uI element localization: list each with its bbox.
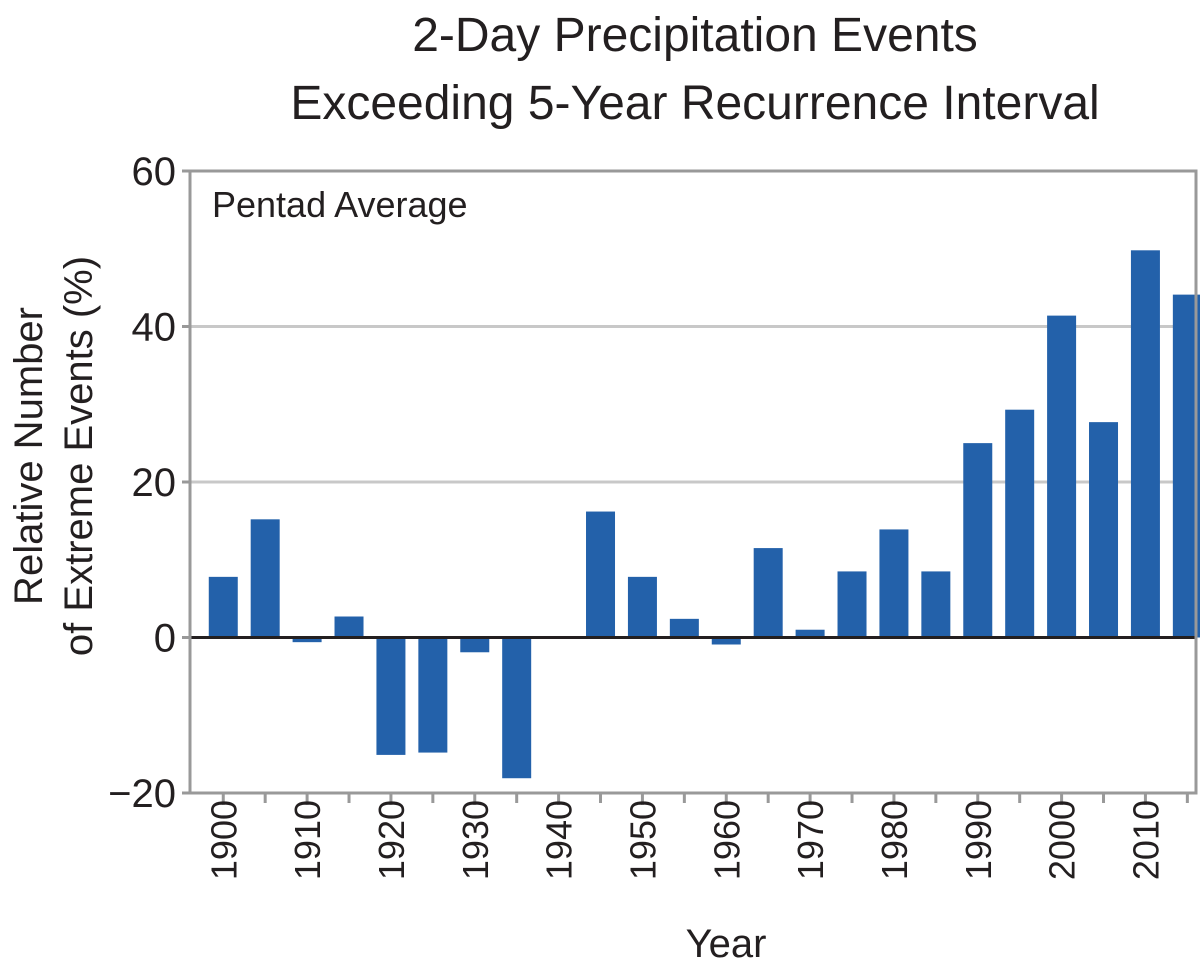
bars (208, 250, 1200, 779)
x-tick-label: 1900 (203, 800, 244, 880)
bar-1945 (586, 511, 616, 638)
bar-1910 (292, 637, 322, 643)
y-tick-label: 20 (132, 461, 177, 505)
bar-1930 (460, 637, 490, 653)
pentad-average-label: Pentad Average (212, 184, 468, 225)
chart-subtitle: Exceeding 5-Year Recurrence Interval (290, 77, 1100, 130)
bar-1990 (963, 443, 993, 638)
bar-1960 (711, 637, 741, 645)
y-axis-label-line2: of Extreme Events (%) (57, 256, 101, 656)
gridlines (190, 325, 1196, 484)
bar-1955 (669, 618, 699, 638)
chart-title: 2-Day Precipitation Events (412, 9, 978, 62)
bar-1915 (334, 616, 364, 638)
bar-2010 (1130, 250, 1160, 638)
bar-1995 (1005, 409, 1035, 638)
bar-2000 (1047, 315, 1077, 638)
y-tick-label: 40 (132, 306, 177, 350)
x-tick-label: 1920 (371, 800, 412, 880)
y-axis-label-line1: Relative Number (7, 307, 51, 605)
x-tick-label: 2000 (1042, 800, 1083, 880)
x-tick-label: 1980 (874, 800, 915, 880)
bar-2005 (1089, 422, 1119, 638)
bar-1985 (921, 571, 951, 638)
bar-1975 (837, 571, 867, 638)
x-tick-label: 1990 (958, 800, 999, 880)
y-tick-label: 60 (132, 150, 177, 194)
bar-1950 (627, 576, 657, 638)
y-axis-ticks: 60 40 20 0 −20 (108, 150, 190, 816)
bar-1900 (208, 576, 238, 638)
x-tick-label: 1940 (539, 800, 580, 880)
x-tick-label: 2010 (1125, 800, 1166, 880)
bar-1905 (250, 519, 280, 638)
x-tick-label: 1950 (622, 800, 663, 880)
bar-1935 (502, 637, 532, 779)
bar-1920 (376, 637, 406, 755)
y-tick-label: 0 (154, 617, 176, 661)
x-tick-label: 1960 (706, 800, 747, 880)
y-tick-label: −20 (108, 772, 176, 816)
bar-1970 (795, 629, 825, 638)
bar-1925 (418, 637, 448, 753)
x-axis-ticks: 1900 1910 1920 1930 1940 1950 1960 1970 1980 1990… (203, 793, 1189, 880)
x-tick-label: 1970 (790, 800, 831, 880)
bar-1980 (879, 529, 909, 638)
x-axis-label: Year (686, 922, 767, 966)
x-tick-label: 1930 (455, 800, 496, 880)
x-tick-label: 1910 (287, 800, 328, 880)
bar-1965 (753, 548, 783, 638)
